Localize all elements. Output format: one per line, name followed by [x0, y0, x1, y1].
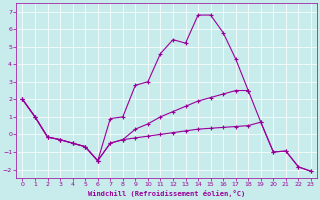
X-axis label: Windchill (Refroidissement éolien,°C): Windchill (Refroidissement éolien,°C) [88, 190, 245, 197]
